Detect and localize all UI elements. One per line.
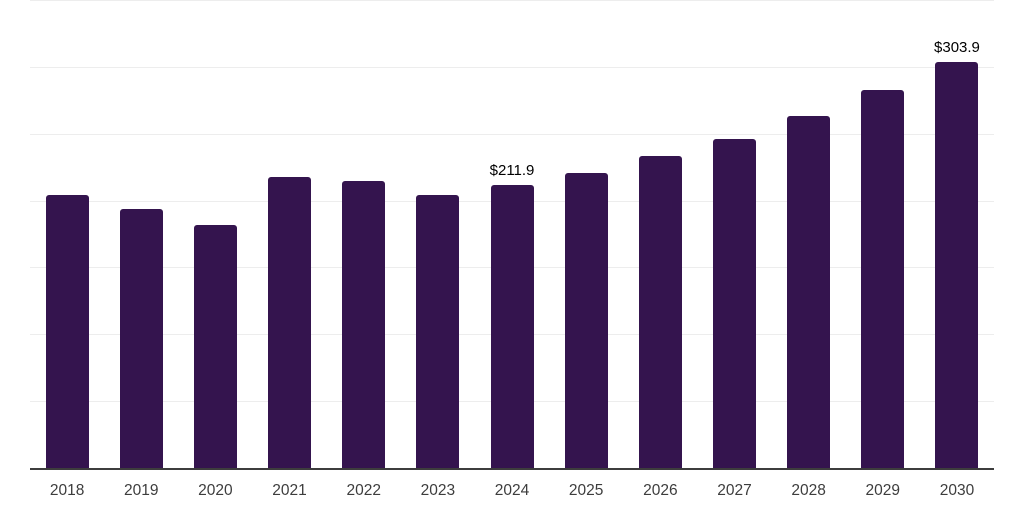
bar-2025 (564, 173, 608, 468)
bar-slot-2021 (252, 2, 326, 468)
bar-slot-2027 (697, 2, 771, 468)
x-tick-2029: 2029 (865, 482, 901, 499)
bar-slot-2020 (178, 2, 252, 468)
bar-slot-2023 (401, 2, 475, 468)
gridline-300 (30, 66, 994, 68)
x-tick-2020: 2020 (198, 482, 233, 499)
bar-slot-2019 (104, 2, 178, 468)
x-tick-2030: 2030 (939, 482, 975, 499)
value-label-2030: $303.9 (934, 38, 980, 56)
bar-slot-2026 (623, 2, 697, 468)
bar-2026 (638, 156, 682, 468)
gridline-250 (30, 133, 994, 135)
bar-2022 (342, 181, 386, 468)
x-tick-2028: 2028 (791, 482, 826, 499)
bar-2030 (935, 61, 979, 468)
x-tick-2025: 2025 (568, 482, 604, 499)
bar-2023 (416, 195, 460, 468)
x-tick-2022: 2022 (346, 482, 381, 499)
bar-slot-2029 (846, 2, 920, 468)
x-tick-2023: 2023 (420, 482, 456, 499)
bar-2019 (119, 209, 163, 468)
bar-slot-2018 (30, 2, 104, 468)
bar-slot-2025 (549, 2, 623, 468)
bar-2024 (490, 184, 534, 468)
x-tick-2026: 2026 (643, 482, 678, 499)
x-tick-2024: 2024 (494, 482, 530, 499)
value-label-2024: $211.9 (489, 161, 535, 179)
bar-2021 (268, 176, 312, 468)
x-tick-2021: 2021 (272, 482, 307, 499)
bar-slot-2030: $303.9 (920, 2, 994, 468)
bar-slot-2022 (327, 2, 401, 468)
plot-area: $211.9 $303.9 (30, 0, 994, 470)
x-tick-2018: 2018 (49, 482, 85, 499)
bar-2020 (193, 225, 237, 468)
bar-2029 (861, 89, 905, 468)
gridline-350 (30, 0, 994, 1)
bar-2018 (45, 195, 89, 468)
x-tick-2019: 2019 (123, 482, 159, 499)
bar-slot-2024: $211.9 (475, 2, 549, 468)
x-axis-labels: 2018 2019 2020 2021 2022 2023 2024 2025 2026 2027… (30, 472, 994, 499)
x-tick-2027: 2027 (717, 482, 752, 499)
bar-slot-2028 (772, 2, 846, 468)
bar-2027 (712, 139, 756, 468)
bar-2028 (787, 116, 831, 468)
